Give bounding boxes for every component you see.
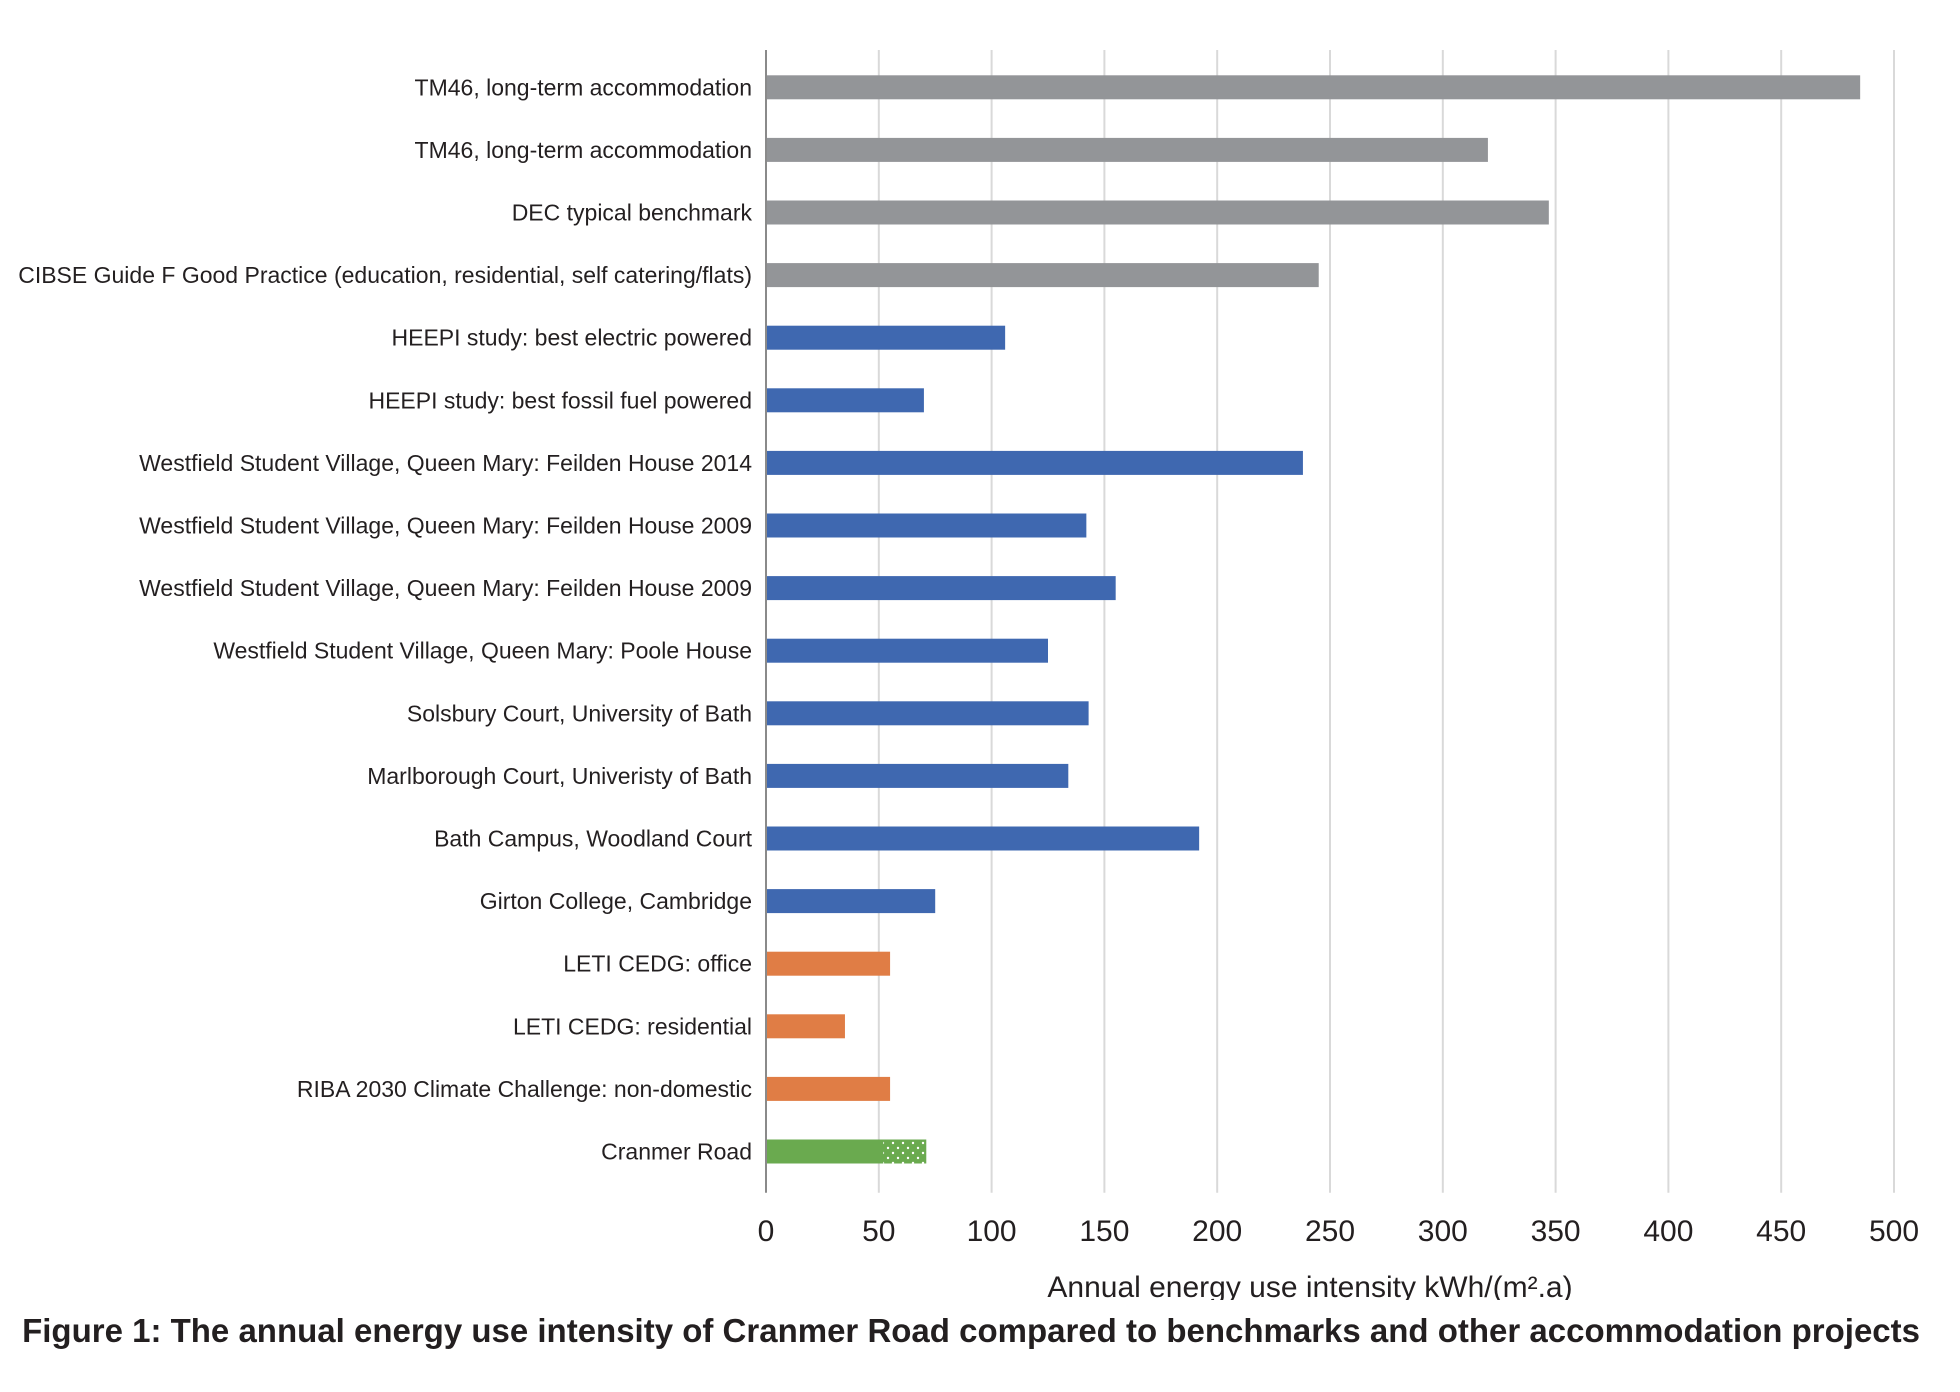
x-tick-label: 100 bbox=[967, 1215, 1017, 1248]
category-label: HEEPI study: best electric powered bbox=[392, 325, 753, 351]
x-tick-label: 350 bbox=[1531, 1215, 1581, 1248]
bar bbox=[767, 701, 1089, 726]
bar bbox=[767, 576, 1116, 601]
category-label: Cranmer Road bbox=[601, 1139, 752, 1165]
bar bbox=[767, 763, 1069, 788]
category-label: CIBSE Guide F Good Practice (education, … bbox=[18, 262, 752, 288]
category-label: Bath Campus, Woodland Court bbox=[434, 826, 753, 852]
x-tick-label: 50 bbox=[862, 1215, 895, 1248]
x-tick-label: 300 bbox=[1418, 1215, 1468, 1248]
bars bbox=[767, 75, 1861, 1164]
x-tick-label: 0 bbox=[758, 1215, 775, 1248]
category-label: Westfield Student Village, Queen Mary: F… bbox=[139, 575, 752, 601]
category-label: Westfield Student Village, Queen Mary: F… bbox=[139, 513, 752, 539]
bar bbox=[767, 200, 1549, 225]
x-tick-label: 150 bbox=[1079, 1215, 1129, 1248]
x-axis-title: Annual energy use intensity kWh/(m².a) bbox=[1047, 1271, 1572, 1300]
bar bbox=[767, 75, 1861, 100]
bar bbox=[767, 388, 924, 413]
bar bbox=[767, 263, 1319, 288]
bar bbox=[767, 325, 1006, 350]
bar bbox=[767, 513, 1087, 538]
category-label: RIBA 2030 Climate Challenge: non-domesti… bbox=[297, 1076, 752, 1102]
category-label: Girton College, Cambridge bbox=[480, 888, 752, 914]
x-tick-label: 400 bbox=[1643, 1215, 1693, 1248]
category-label: TM46, long-term accommodation bbox=[415, 137, 752, 163]
chart-svg: TM46, long-term accommodation TM46, long-… bbox=[18, 50, 1919, 1300]
category-label: TM46, long-term accommodation bbox=[415, 74, 752, 100]
bar bbox=[767, 137, 1488, 162]
category-label: HEEPI study: best fossil fuel powered bbox=[368, 387, 752, 413]
x-tick-label: 200 bbox=[1192, 1215, 1242, 1248]
x-tick-label: 250 bbox=[1305, 1215, 1355, 1248]
category-labels: TM46, long-term accommodation TM46, long-… bbox=[18, 74, 752, 1164]
bar-chart: TM46, long-term accommodation TM46, long-… bbox=[18, 50, 1919, 1300]
category-label: Solsbury Court, University of Bath bbox=[407, 700, 752, 726]
bar bbox=[767, 450, 1303, 475]
figure-caption: Figure 1: The annual energy use intensit… bbox=[22, 1312, 1920, 1349]
bar-pattern-segment bbox=[883, 1139, 927, 1164]
x-tick-labels: 0 50 100 150 200 250 300 350 400 450 500 bbox=[758, 1215, 1919, 1248]
bar bbox=[767, 1014, 845, 1039]
x-tick-label: 450 bbox=[1756, 1215, 1806, 1248]
gridlines bbox=[765, 50, 1895, 1193]
category-label: Westfield Student Village, Queen Mary: P… bbox=[213, 638, 752, 664]
category-label: LETI CEDG: residential bbox=[513, 1013, 752, 1039]
bar bbox=[767, 951, 891, 976]
category-label: Westfield Student Village, Queen Mary: F… bbox=[139, 450, 752, 476]
category-label: LETI CEDG: office bbox=[563, 951, 752, 977]
bar bbox=[767, 1076, 891, 1101]
category-label: DEC typical benchmark bbox=[512, 200, 753, 226]
x-tick-label: 500 bbox=[1869, 1215, 1919, 1248]
bar bbox=[767, 826, 1200, 851]
bar bbox=[767, 638, 1048, 663]
category-label: Marlborough Court, Univeristy of Bath bbox=[367, 763, 752, 789]
bar bbox=[767, 889, 936, 914]
